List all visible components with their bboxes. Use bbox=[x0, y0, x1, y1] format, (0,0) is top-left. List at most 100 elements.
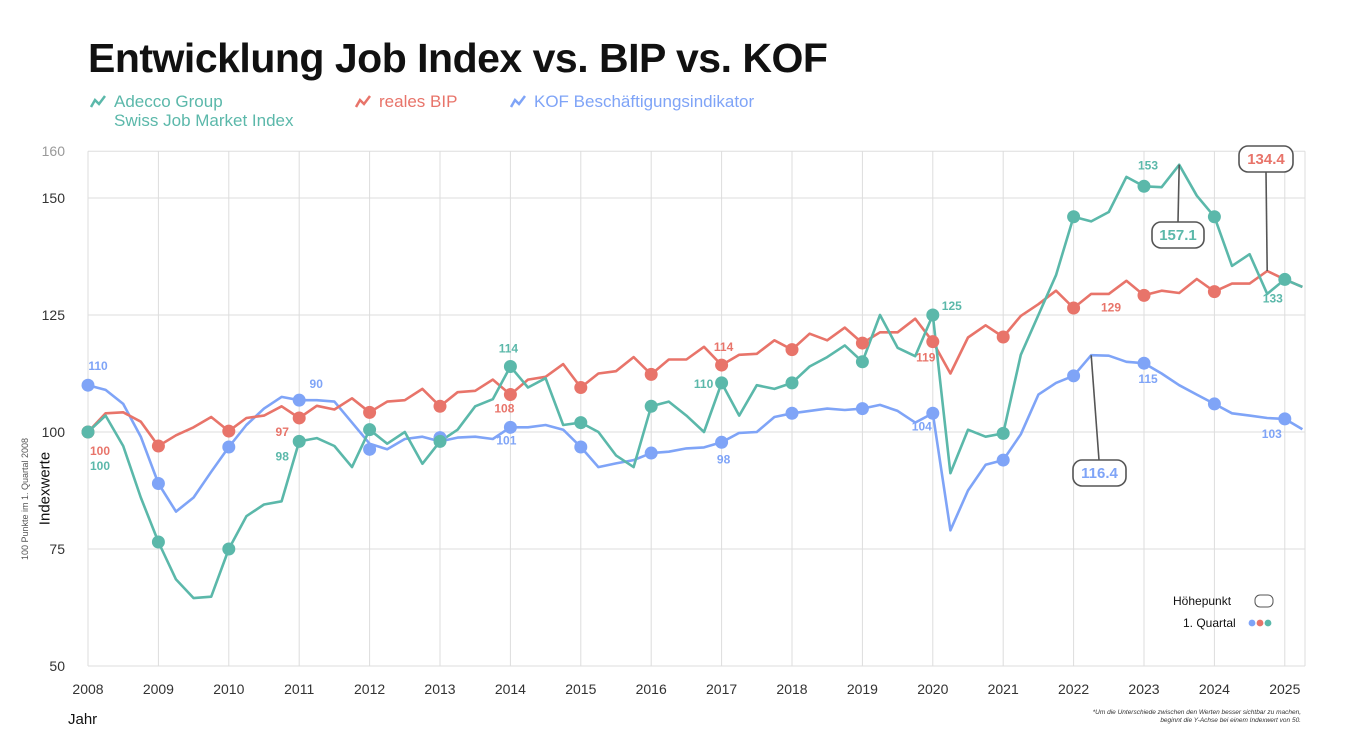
data-label-job: 110 bbox=[694, 377, 714, 391]
q1-marker-kof bbox=[503, 420, 517, 434]
q1-marker-job bbox=[926, 308, 940, 322]
legend-label-bip: reales BIP bbox=[379, 92, 458, 111]
q1-marker-job bbox=[363, 423, 377, 437]
series-line-job bbox=[87, 163, 1303, 600]
q1-marker-job bbox=[855, 355, 869, 369]
data-label-bip: 100 bbox=[90, 444, 110, 458]
q1-marker-kof bbox=[1207, 397, 1221, 411]
q1-marker-kof bbox=[363, 442, 377, 456]
data-label-kof: 98 bbox=[717, 452, 731, 466]
peak-leader-line bbox=[1265, 171, 1268, 272]
q1-marker-bip bbox=[292, 411, 306, 425]
series-line-kof bbox=[87, 353, 1304, 532]
x-tick-label: 2022 bbox=[1058, 681, 1089, 697]
legend-label-job-index-2: Swiss Job Market Index bbox=[114, 111, 294, 130]
data-label-bip: 97 bbox=[276, 425, 290, 439]
footnote: *Um die Unterschiede zwischen den Werten… bbox=[981, 709, 1301, 725]
x-tick-label: 2020 bbox=[917, 681, 948, 697]
x-tick-label: 2008 bbox=[72, 681, 103, 697]
q1-marker-kof bbox=[292, 393, 306, 407]
legend-label-job-index-1: Adecco Group bbox=[114, 92, 223, 111]
q1-marker-bip bbox=[574, 381, 588, 395]
key-quarter-dot bbox=[1248, 619, 1256, 627]
x-axis-label: Jahr bbox=[68, 711, 98, 728]
x-tick-label: 2018 bbox=[776, 681, 807, 697]
x-tick-label: 2025 bbox=[1269, 681, 1300, 697]
q1-marker-bip bbox=[433, 399, 447, 413]
y-tick-label: 160 bbox=[42, 143, 66, 159]
y-tick-label: 125 bbox=[42, 307, 66, 323]
q1-marker-job bbox=[1278, 272, 1292, 286]
data-label-bip: 119 bbox=[916, 351, 936, 365]
q1-marker-kof bbox=[926, 406, 940, 420]
q1-marker-bip bbox=[503, 388, 517, 402]
q1-marker-job bbox=[433, 434, 447, 448]
q1-marker-bip bbox=[855, 336, 869, 350]
q1-marker-kof bbox=[715, 435, 729, 449]
data-label-kof: 115 bbox=[1138, 372, 1158, 386]
q1-marker-job bbox=[1137, 179, 1151, 193]
legend-item-job-index: Adecco Group Swiss Job Market Index bbox=[88, 92, 294, 130]
x-tick-label: 2010 bbox=[213, 681, 244, 697]
q1-marker-bip bbox=[363, 405, 377, 419]
peak-callout-box bbox=[1151, 221, 1205, 249]
key-quarter-dot bbox=[1264, 619, 1272, 627]
q1-marker-job bbox=[644, 399, 658, 413]
data-label-kof: 110 bbox=[88, 359, 108, 373]
trend-line-icon bbox=[509, 95, 526, 108]
data-label-job: 153 bbox=[1138, 158, 1158, 172]
q1-marker-bip bbox=[1067, 301, 1081, 315]
trend-line-icon bbox=[354, 95, 371, 108]
q1-marker-bip bbox=[222, 424, 236, 438]
chart-title: Entwicklung Job Index vs. BIP vs. KOF bbox=[88, 35, 828, 81]
q1-marker-bip bbox=[1207, 285, 1221, 299]
q1-marker-bip bbox=[785, 343, 799, 357]
q1-marker-job bbox=[151, 535, 165, 549]
q1-marker-kof bbox=[574, 440, 588, 454]
q1-marker-bip bbox=[926, 335, 940, 349]
y-axis-label: Indexwerte bbox=[36, 451, 54, 526]
x-tick-label: 2016 bbox=[636, 681, 667, 697]
q1-marker-bip bbox=[151, 439, 165, 453]
x-tick-label: 2021 bbox=[988, 681, 1019, 697]
peak-value-label: 116.4 bbox=[1081, 465, 1118, 482]
y-axis-label-wrap: Indexwerte bbox=[37, 384, 54, 594]
data-label-job: 100 bbox=[90, 459, 110, 473]
x-tick-label: 2024 bbox=[1199, 681, 1230, 697]
y-tick-label: 150 bbox=[42, 190, 66, 206]
data-label-kof: 104 bbox=[912, 419, 932, 433]
data-label-bip: 129 bbox=[1101, 300, 1121, 314]
key-peak-label: Höhepunkt bbox=[1173, 594, 1232, 608]
key-quarter-dot bbox=[1256, 619, 1264, 627]
q1-marker-bip bbox=[1137, 288, 1151, 302]
data-label-bip: 108 bbox=[494, 402, 514, 416]
q1-marker-bip bbox=[996, 330, 1010, 344]
q1-marker-job bbox=[785, 376, 799, 390]
x-tick-label: 2023 bbox=[1128, 681, 1159, 697]
q1-marker-kof bbox=[1278, 412, 1292, 426]
q1-marker-bip bbox=[644, 367, 658, 381]
y-tick-label: 100 bbox=[42, 424, 66, 440]
peak-callout-box bbox=[1238, 145, 1294, 173]
data-label-kof: 101 bbox=[496, 433, 516, 447]
legend-item-bip: reales BIP bbox=[353, 92, 457, 112]
peak-value-label: 157.1 bbox=[1159, 227, 1197, 244]
data-label-job: 98 bbox=[276, 449, 290, 463]
x-tick-label: 2011 bbox=[284, 681, 314, 697]
trend-line-icon bbox=[89, 95, 106, 108]
q1-marker-kof bbox=[222, 440, 236, 454]
q1-marker-bip bbox=[715, 358, 729, 372]
q1-marker-job bbox=[574, 416, 588, 430]
footnote-line-2: beginnt die Y-Achse bei einem Indexwert … bbox=[1160, 717, 1301, 724]
x-tick-label: 2019 bbox=[847, 681, 878, 697]
y-tick-label: 50 bbox=[49, 658, 65, 674]
q1-marker-job bbox=[503, 359, 517, 373]
q1-marker-kof bbox=[644, 446, 658, 460]
legend-label-kof: KOF Beschäftigungsindikator bbox=[534, 92, 755, 111]
y-axis-sublabel: 100 Punkte im 1. Quartal 2008 bbox=[20, 437, 30, 561]
peak-callout-box bbox=[1072, 459, 1127, 487]
x-tick-label: 2015 bbox=[565, 681, 596, 697]
data-label-bip: 114 bbox=[714, 340, 734, 354]
series-line-bip bbox=[87, 269, 1303, 448]
